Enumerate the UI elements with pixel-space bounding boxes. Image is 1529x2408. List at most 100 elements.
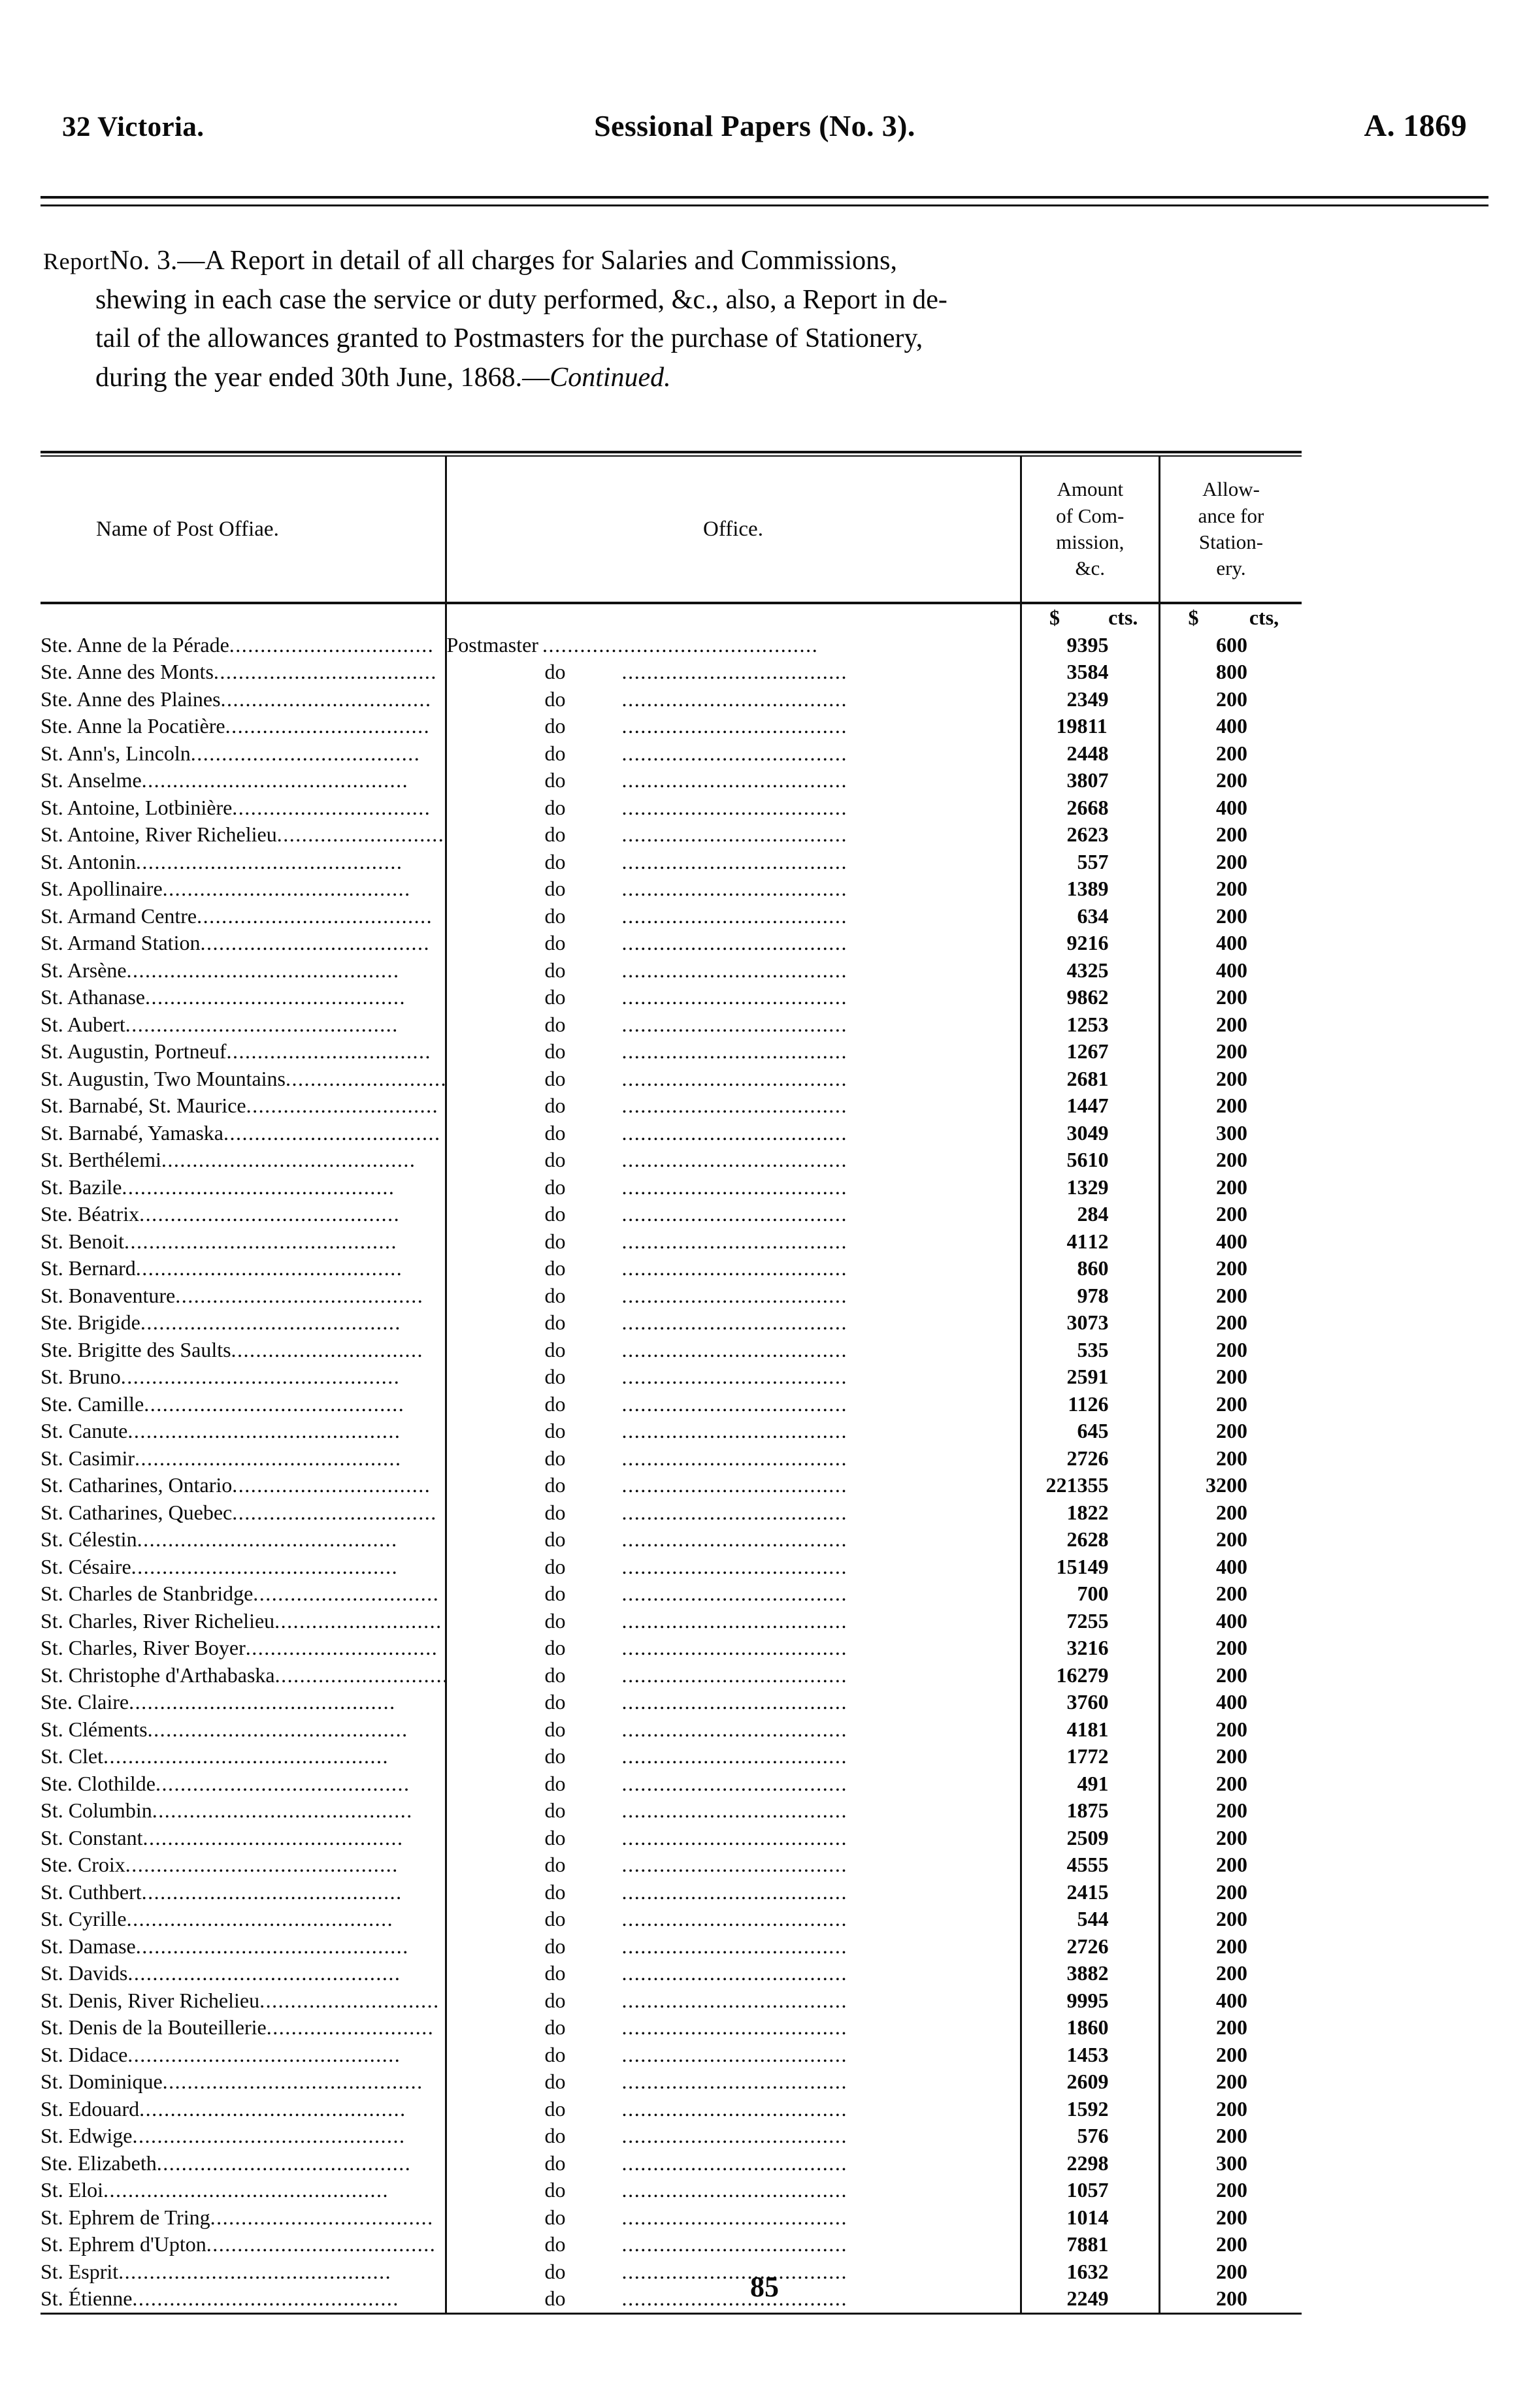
cell-post-office-name: St. Augustin, Portneuf..................… (41, 1038, 447, 1066)
office-text: do (544, 2286, 566, 2311)
caption-continued: Continued. (550, 362, 671, 393)
leader-dots: .................................... (621, 1879, 848, 1904)
table-row: St. Charles, River Boyer................… (41, 1635, 1302, 1662)
table-row: St. Columbin............................… (41, 1797, 1302, 1825)
table-row: Ste. Brigide............................… (41, 1309, 1302, 1337)
leader-dots: .................................... (621, 2232, 848, 2256)
post-office-name-text: Ste. Anne des Plaines (41, 687, 221, 711)
cell-stationery-cents: 00 (1226, 2070, 1247, 2094)
leader-dots: ........................................… (144, 1391, 405, 1416)
cell-stationery-cents: 00 (1226, 2151, 1247, 2175)
cell-stationery-cents: 00 (1226, 1391, 1247, 1416)
cell-post-office-name: St. Christophe d'Arthabaska.............… (41, 1661, 447, 1689)
cell-commission-cents: 60 (1087, 1255, 1160, 1282)
cell-office: do.................................... (446, 930, 1022, 957)
cell-post-office-name: Ste. Camille............................… (41, 1390, 447, 1418)
post-office-name-text: St. Bazile (41, 1175, 122, 1199)
leader-dots: .................................... (621, 1446, 848, 1470)
cell-office: do.................................... (446, 1960, 1022, 1987)
leader-dots: .................................... (621, 1283, 848, 1307)
post-office-name-text: St. Edwige (41, 2124, 133, 2148)
table-row: St. Bazile..............................… (41, 1173, 1302, 1201)
cell-stationery-cents: 00 (1226, 1690, 1247, 1714)
cell-stationery-dollars: 2 (1216, 903, 1226, 928)
leader-dots: .................................... (621, 1256, 848, 1280)
cell-post-office-name: St. Barnabé, Yamaska....................… (41, 1119, 447, 1147)
cell-commission-dollars: 12 (1066, 1039, 1088, 1064)
cell-stationery-dollars: 2 (1216, 2205, 1226, 2229)
cell-commission-dollars: 56 (1066, 1148, 1088, 1172)
cell-post-office-name: St. Catharines, Ontario.................… (41, 1472, 447, 1499)
cell-stationery-dollars: 6 (1216, 632, 1226, 657)
col-header-commission-l1: Amount (1057, 478, 1124, 501)
leader-dots: ........................................… (144, 985, 406, 1009)
cell-commission-cents: 48 (1087, 740, 1160, 767)
cell-post-office-name: St. Anselme.............................… (41, 767, 447, 794)
table-row: St. Eloi................................… (41, 2177, 1302, 2204)
cell-post-office-name: St. Antoine, Lotbinière.................… (41, 794, 447, 821)
office-text: do (544, 1391, 566, 1416)
cell-commission-dollars: 11 (1068, 1391, 1088, 1416)
cell-commission-dollars: 7 (1077, 1582, 1088, 1606)
post-office-name-text: St. Davids (41, 1961, 128, 1985)
post-office-name-text: Ste. Camille (41, 1391, 144, 1416)
leader-dots: ........................................… (127, 2042, 401, 2066)
cell-commission-dollars: 162 (1056, 1663, 1088, 1687)
table-header-row: Name of Post Offiae. Office. Amount of C… (41, 457, 1302, 603)
office-text: do (544, 2042, 566, 2066)
office-text: do (544, 1988, 566, 2012)
table-top-rule-thin (41, 455, 1302, 457)
cell-commission-cents: 10 (1087, 1147, 1160, 1174)
cell-commission-cents: 60 (1087, 2014, 1160, 2042)
cell-office: do.................................... (446, 1472, 1022, 1499)
cell-stationery-cents: 00 (1226, 1663, 1247, 1687)
cell-commission-cents: 26 (1087, 1932, 1160, 1960)
cell-post-office-name: St. Columbin............................… (41, 1797, 447, 1825)
cell-commission-cents: 67 (1087, 1038, 1160, 1066)
cell-stationery-cents: 00 (1226, 1988, 1247, 2012)
cell-stationery-cents: 00 (1226, 1446, 1247, 1470)
cell-commission-cents: 91 (1087, 1363, 1160, 1391)
office-text: do (544, 1283, 566, 1307)
cell-post-office-name: Ste. Anne de la Pérade..................… (41, 631, 447, 659)
cell-office: do.................................... (446, 1418, 1022, 1445)
office-text: do (544, 1039, 566, 1064)
cell-stationery-dollars: 2 (1216, 1256, 1226, 1280)
leader-dots: ........................................… (162, 2070, 423, 2094)
office-text: do (544, 1148, 566, 1172)
cell-stationery-dollars: 2 (1216, 1771, 1226, 1795)
leader-dots: .................................... (621, 2178, 848, 2202)
post-office-name-text: St. Barnabé, St. Maurice (41, 1094, 246, 1118)
post-office-name-text: Ste. Croix (41, 1853, 125, 1877)
cell-commission-cents: 95 (1087, 1987, 1160, 2014)
leader-dots: ............................... (231, 1337, 424, 1361)
cell-stationery-dollars: 2 (1216, 1202, 1226, 1226)
cell-stationery-cents: 00 (1226, 632, 1247, 657)
post-office-name-text: Ste. Brigitte des Saults (41, 1337, 231, 1361)
cell-office: do.................................... (446, 1932, 1022, 1960)
cell-post-office-name: St. Bruno...............................… (41, 1363, 447, 1391)
cell-stationery-dollars: 2 (1216, 1419, 1226, 1443)
leader-dots: .................................... (621, 1934, 848, 1958)
leader-dots: ........................... (274, 1608, 442, 1633)
leader-dots: ................................. (229, 632, 435, 657)
cell-stationery-dollars: 4 (1216, 795, 1226, 819)
col-header-commission: Amount of Com- mission, &c. (1021, 457, 1160, 603)
cell-commission-dollars: 78 (1066, 2232, 1088, 2256)
cell-office: do.................................... (446, 1851, 1022, 1879)
cell-stationery-cents: 00 (1226, 1879, 1247, 1904)
leader-dots: .............................. (253, 1582, 440, 1606)
cell-post-office-name: Ste. Croix..............................… (41, 1851, 447, 1879)
cell-office: do.................................... (446, 2014, 1022, 2042)
cell-stationery-cents: 00 (1226, 1120, 1247, 1145)
cell-stationery-cents: 00 (1226, 877, 1247, 901)
leader-dots: ........................................… (141, 1879, 403, 1904)
cell-stationery-cents: 00 (1226, 1771, 1247, 1795)
post-office-name-text: Ste. Brigide (41, 1310, 140, 1335)
cell-stationery-cents: 00 (1226, 1582, 1247, 1606)
cell-commission-dollars: 27 (1066, 1934, 1088, 1958)
leader-dots: .................................... (621, 2124, 848, 2148)
cell-office: do.................................... (446, 1743, 1022, 1770)
cell-office: do.................................... (446, 1906, 1022, 1933)
cell-stationery-dollars: 3 (1216, 1120, 1226, 1145)
